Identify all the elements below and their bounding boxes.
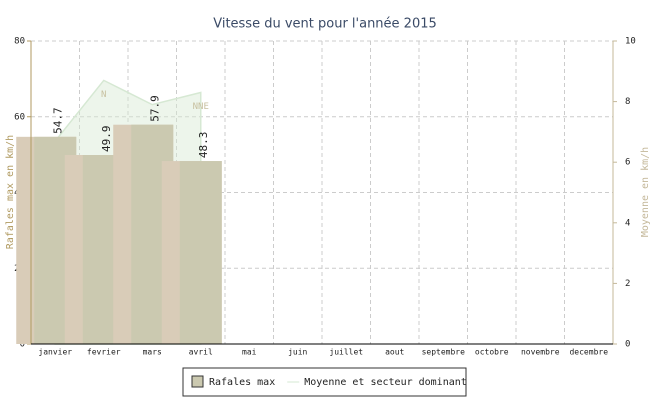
y-tick-label: 60 [14,112,25,122]
y2-tick-label: 8 [625,97,630,107]
y2-tick-label: 0 [625,340,630,350]
y2-tick-label: 6 [625,158,630,168]
x-tick-label: aout [385,348,404,357]
x-tick-label: septembre [422,348,466,357]
y-axis-label: Rafales max en km/h [5,135,16,249]
x-tick-label: juin [288,348,307,357]
x-tick-label: avril [189,348,213,357]
legend-label: Rafales max [209,377,275,388]
value-label: 49.9 [100,126,113,153]
bar [179,161,222,344]
x-tick-label: mars [143,348,162,357]
sector-label: NNE [193,102,209,112]
y-tick-label: 0 [20,340,25,350]
y2-tick-label: 10 [625,37,636,47]
chart-title: Vitesse du vent pour l'année 2015 [213,17,437,32]
y2-tick-label: 4 [625,218,630,228]
x-tick-label: fevrier [87,348,121,357]
x-tick-label: mai [242,348,257,357]
x-tick-label: janvier [38,348,72,357]
value-label: 57.9 [148,95,161,122]
value-label: 48.3 [197,132,210,159]
legend-box [182,367,467,397]
y-tick-label: 80 [14,37,25,47]
x-tick-label: juillet [329,348,363,357]
x-tick-label: decembre [569,348,608,357]
value-label: 54.7 [51,107,64,134]
y2-axis-label: Moyenne en km/h [640,147,650,237]
legend-swatch [191,375,204,388]
y2-tick-label: 2 [625,279,630,289]
x-tick-label: octobre [475,348,509,357]
legend-label: Moyenne et secteur dominant [304,377,467,388]
x-tick-label: novembre [521,348,560,357]
sector-label: N [101,90,106,100]
